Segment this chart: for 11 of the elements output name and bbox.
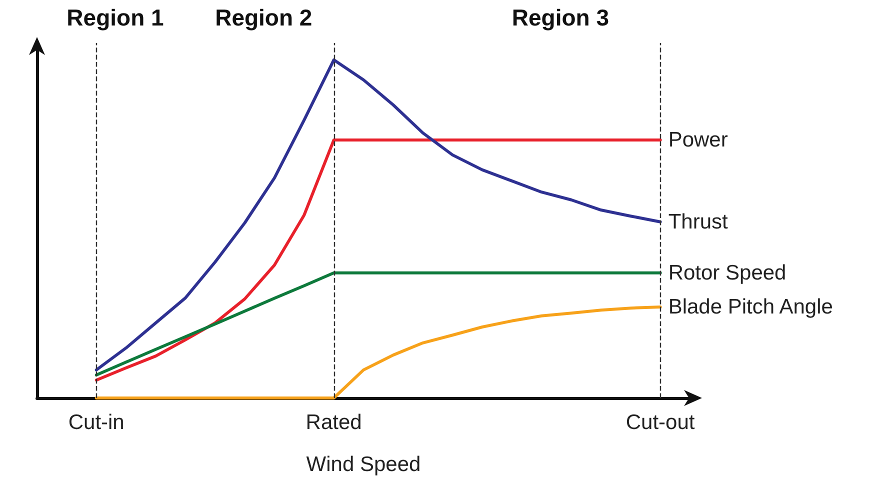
x-tick-label: Cut-out	[626, 411, 695, 434]
x-tick-label: Cut-in	[68, 411, 124, 434]
text: Region 3	[512, 4, 610, 30]
series-label: Rotor Speed	[668, 261, 786, 284]
series-label: Power	[668, 128, 728, 152]
x-axis-title: Wind Speed	[306, 453, 421, 476]
text: Region 2	[215, 4, 312, 30]
series-label: Blade Pitch Angle	[668, 296, 833, 319]
series-label: Thrust	[668, 210, 728, 234]
text: Region 1	[66, 4, 164, 30]
x-tick-label: Rated	[306, 411, 362, 434]
